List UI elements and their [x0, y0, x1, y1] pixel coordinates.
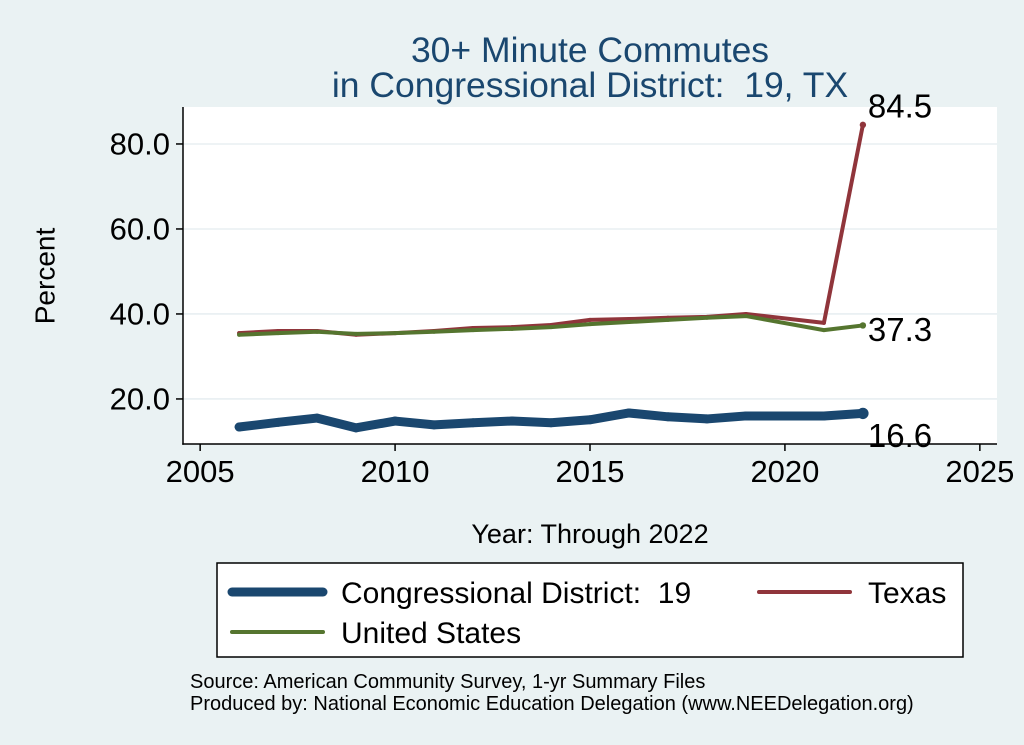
x-tick-label-2020: 2020 — [750, 454, 819, 489]
plot-area — [183, 107, 997, 444]
chart-title-line-1: 30+ Minute Commutes — [411, 30, 769, 70]
series-line-congressional-district-19 — [234, 408, 868, 433]
end-value-label-united-states: 37.3 — [868, 311, 932, 348]
y-tick-label-60: 60.0 — [110, 211, 170, 246]
data-point-united-states-2015 — [588, 322, 592, 327]
data-point-congressional-district-19-2015 — [585, 415, 595, 425]
gridlines — [183, 143, 997, 400]
data-point-united-states-2007 — [276, 331, 281, 336]
end-value-label-texas: 84.5 — [868, 87, 932, 124]
data-point-texas-2021 — [821, 320, 826, 325]
produced-by-note: Produced by: National Economic Education… — [190, 693, 914, 715]
data-point-united-states-2012 — [471, 328, 476, 333]
source-note: Source: American Community Survey, 1-yr … — [190, 671, 705, 693]
x-tick-label-2005: 2005 — [166, 454, 235, 489]
legend-label-united-states: United States — [341, 617, 521, 650]
series-united-states — [237, 314, 867, 337]
data-point-united-states-2010 — [393, 331, 398, 336]
x-tick-label-2010: 2010 — [361, 454, 430, 489]
data-point-texas-2022 — [859, 121, 867, 129]
data-point-united-states-2006 — [237, 332, 242, 337]
y-tick-label-40: 40.0 — [110, 296, 170, 331]
data-point-congressional-district-19-2018 — [702, 414, 712, 424]
legend-label-texas: Texas — [868, 577, 946, 610]
y-tick-label-20: 20.0 — [110, 381, 170, 416]
data-point-united-states-2009 — [354, 331, 359, 336]
data-point-congressional-district-19-2012 — [468, 418, 478, 428]
x-tick-label-2025: 2025 — [945, 454, 1014, 489]
data-point-congressional-district-19-2014 — [546, 418, 556, 428]
x-tick-label-2015: 2015 — [556, 454, 625, 489]
axis-ticks: 20.0 40.0 60.0 80.0 2005 2010 2015 2020 2025 — [110, 126, 1015, 489]
end-value-labels: 16.6 84.5 37.3 — [868, 87, 932, 454]
data-point-congressional-district-19-2010 — [390, 416, 400, 426]
data-point-congressional-district-19-2016 — [624, 408, 634, 418]
x-axis-title: Year: Through 2022 — [471, 519, 708, 549]
end-value-label-congressional-district-19: 16.6 — [868, 417, 932, 454]
data-point-united-states-2013 — [510, 326, 515, 331]
data-point-united-states-2021 — [821, 328, 826, 333]
chart-notes: Source: American Community Survey, 1-yr … — [190, 671, 914, 715]
data-point-united-states-2019 — [743, 314, 748, 319]
data-point-united-states-2008 — [315, 329, 320, 334]
data-point-united-states-2018 — [704, 315, 709, 320]
data-point-congressional-district-19-2017 — [663, 412, 673, 422]
y-axis-title: Percent — [30, 228, 61, 325]
data-point-congressional-district-19-2013 — [507, 416, 517, 426]
data-point-congressional-district-19-2011 — [429, 420, 439, 430]
legend-box — [216, 562, 964, 658]
data-point-texas-2015 — [588, 317, 592, 322]
series — [234, 121, 869, 433]
data-point-united-states-2017 — [665, 317, 670, 322]
data-point-united-states-2016 — [626, 320, 631, 325]
data-point-congressional-district-19-2008 — [312, 413, 322, 423]
legend-label-congressional-district-19: Congressional District: 19 — [341, 577, 691, 610]
data-point-united-states-2011 — [432, 329, 437, 334]
chart-title: 30+ Minute Commutes in Congressional Dis… — [332, 30, 848, 105]
data-point-congressional-district-19-2021 — [819, 411, 829, 421]
y-tick-label-80: 80.0 — [110, 126, 170, 161]
series-line-united-states — [237, 314, 865, 337]
data-point-congressional-district-19-2007 — [273, 417, 283, 427]
data-point-congressional-district-19-2019 — [741, 411, 751, 421]
data-point-congressional-district-19-2022 — [857, 407, 869, 420]
series-congressional-district-19 — [234, 407, 869, 433]
data-point-congressional-district-19-2009 — [351, 423, 361, 433]
legend: Congressional District: 19 Texas United … — [216, 562, 964, 658]
data-point-united-states-2014 — [549, 325, 554, 330]
data-point-congressional-district-19-2006 — [234, 422, 244, 432]
chart-title-line-2: in Congressional District: 19, TX — [332, 65, 848, 105]
data-point-united-states-2022 — [859, 322, 867, 329]
